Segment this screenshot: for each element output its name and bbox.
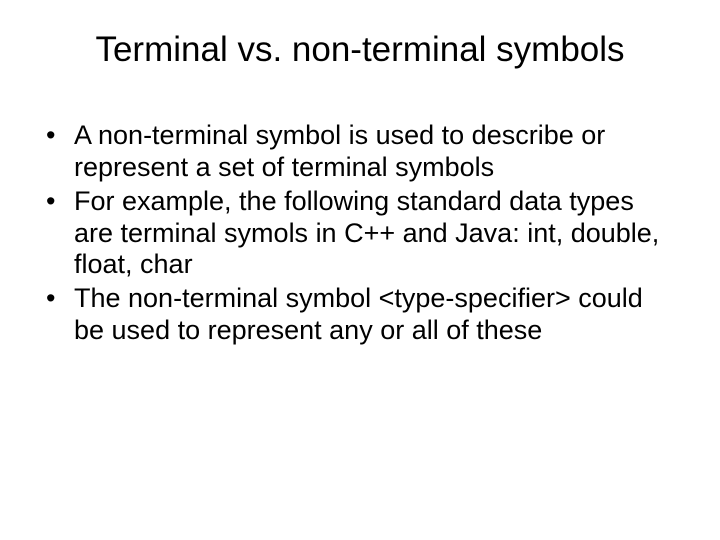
slide-body: A non-terminal symbol is used to describ… — [40, 120, 680, 347]
list-item: A non-terminal symbol is used to describ… — [40, 120, 680, 184]
bullet-text: The non-terminal symbol <type-specifier>… — [74, 283, 643, 345]
bullet-list: A non-terminal symbol is used to describ… — [40, 120, 680, 347]
slide: Terminal vs. non-terminal symbols A non-… — [0, 0, 720, 540]
list-item: The non-terminal symbol <type-specifier>… — [40, 283, 680, 347]
slide-title: Terminal vs. non-terminal symbols — [40, 30, 680, 70]
bullet-text: For example, the following standard data… — [74, 186, 659, 280]
bullet-text: A non-terminal symbol is used to describ… — [74, 120, 605, 182]
list-item: For example, the following standard data… — [40, 186, 680, 282]
